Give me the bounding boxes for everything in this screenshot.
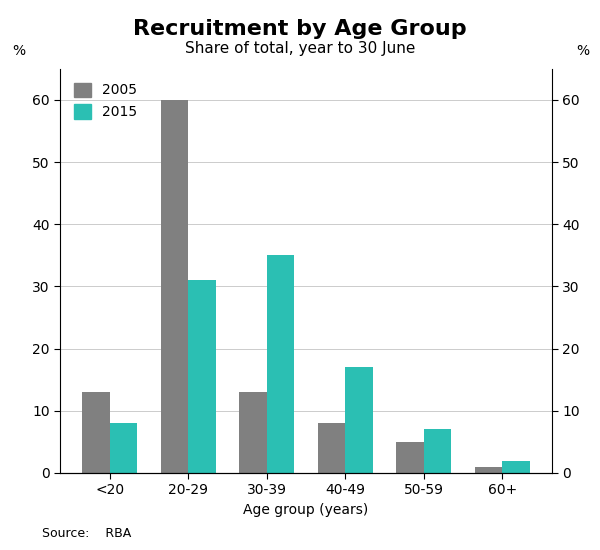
Bar bbox=[239, 392, 267, 473]
Bar bbox=[396, 442, 424, 473]
Text: Share of total, year to 30 June: Share of total, year to 30 June bbox=[185, 41, 415, 56]
Bar bbox=[475, 467, 502, 473]
Legend: 2005, 2015: 2005, 2015 bbox=[67, 76, 144, 126]
Bar bbox=[188, 280, 216, 473]
X-axis label: Age group (years): Age group (years) bbox=[244, 503, 368, 517]
Bar bbox=[110, 424, 137, 473]
Text: %: % bbox=[576, 43, 589, 58]
Bar bbox=[424, 430, 451, 473]
Bar bbox=[161, 100, 188, 473]
Text: Source:    RBA: Source: RBA bbox=[42, 527, 131, 540]
Text: Recruitment by Age Group: Recruitment by Age Group bbox=[133, 19, 467, 39]
Bar bbox=[502, 460, 530, 473]
Bar bbox=[318, 424, 345, 473]
Bar bbox=[345, 367, 373, 473]
Text: %: % bbox=[12, 43, 25, 58]
Bar bbox=[267, 255, 294, 473]
Bar bbox=[82, 392, 110, 473]
